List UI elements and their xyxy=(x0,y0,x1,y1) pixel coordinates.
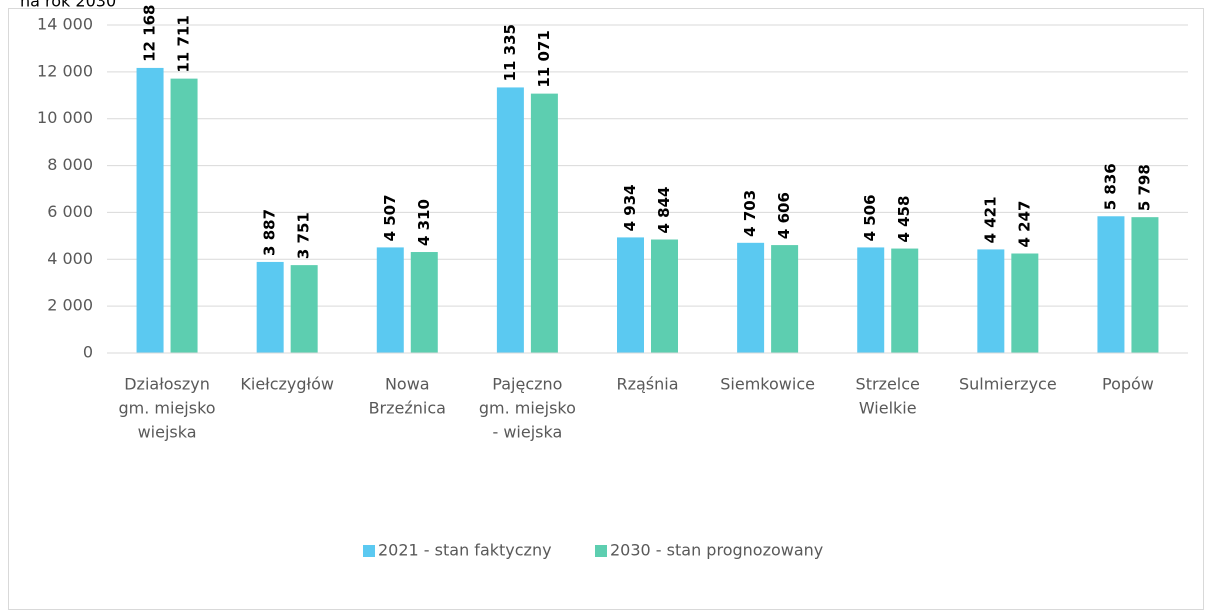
x-tick-label: wiejska xyxy=(138,423,197,442)
y-tick-label: 14 000 xyxy=(37,15,93,34)
value-label: 4 844 xyxy=(655,187,673,234)
x-tick-label: Kiełczygłów xyxy=(240,375,334,394)
bar xyxy=(737,242,765,353)
bar xyxy=(1131,217,1159,353)
bar xyxy=(771,245,799,353)
value-label: 5 798 xyxy=(1135,164,1153,211)
x-tick-label: Sulmierzyce xyxy=(959,375,1057,394)
value-label: 4 934 xyxy=(621,184,639,231)
value-label: 4 507 xyxy=(381,194,399,241)
y-tick-label: 4 000 xyxy=(47,249,93,268)
value-label: 4 247 xyxy=(1015,201,1033,248)
x-tick-label: Popów xyxy=(1102,375,1154,394)
bar xyxy=(891,248,919,353)
bar xyxy=(170,78,198,354)
bar xyxy=(290,265,318,353)
y-tick-label: 12 000 xyxy=(37,61,93,80)
bar xyxy=(376,247,404,353)
bar xyxy=(1011,253,1039,353)
y-tick-label: 10 000 xyxy=(37,108,93,127)
value-label: 4 310 xyxy=(415,199,433,246)
x-tick-label: Brzeźnica xyxy=(369,399,446,418)
x-tick-label: gm. miejsko xyxy=(119,399,216,418)
value-label: 11 711 xyxy=(175,15,193,72)
y-tick-label: 0 xyxy=(83,343,93,362)
value-label: 4 606 xyxy=(775,192,793,239)
bar xyxy=(136,67,164,353)
value-label: 11 071 xyxy=(535,30,553,87)
bar xyxy=(496,87,524,354)
y-tick-label: 6 000 xyxy=(47,202,93,221)
x-tick-label: Działoszyn xyxy=(124,375,210,394)
bar xyxy=(617,237,644,353)
x-tick-label: Rząśnia xyxy=(616,375,678,394)
value-label: 5 836 xyxy=(1101,163,1119,210)
bar xyxy=(410,252,438,353)
bar xyxy=(256,261,284,353)
chart-border xyxy=(8,8,1204,610)
chart-title: na rok 2030 xyxy=(20,0,116,11)
legend-swatch xyxy=(363,545,375,557)
bar xyxy=(857,247,885,353)
value-label: 3 751 xyxy=(295,212,313,259)
bar xyxy=(977,249,1005,353)
x-tick-label: gm. miejsko xyxy=(479,399,576,418)
y-tick-label: 2 000 xyxy=(47,296,93,315)
legend-label: 2021 - stan faktyczny xyxy=(378,541,552,560)
value-label: 3 887 xyxy=(261,209,279,256)
bar xyxy=(530,93,558,353)
value-label: 4 703 xyxy=(741,190,759,237)
x-tick-label: Pajęczno xyxy=(492,375,562,394)
x-tick-label: Strzelce xyxy=(856,375,920,394)
x-tick-label: Nowa xyxy=(385,375,430,394)
value-label: 4 458 xyxy=(895,196,913,243)
bar xyxy=(651,239,678,353)
value-label: 11 335 xyxy=(501,24,519,81)
x-tick-label: Wielkie xyxy=(859,399,917,418)
value-label: 4 506 xyxy=(861,194,879,241)
legend-label: 2030 - stan prognozowany xyxy=(610,541,823,560)
x-tick-label: - wiejska xyxy=(492,423,562,442)
value-label: 4 421 xyxy=(981,196,999,243)
x-tick-label: Siemkowice xyxy=(720,375,815,394)
value-label: 12 168 xyxy=(141,4,159,61)
y-tick-label: 8 000 xyxy=(47,155,93,174)
legend-swatch xyxy=(595,545,607,557)
bar xyxy=(1097,216,1125,353)
